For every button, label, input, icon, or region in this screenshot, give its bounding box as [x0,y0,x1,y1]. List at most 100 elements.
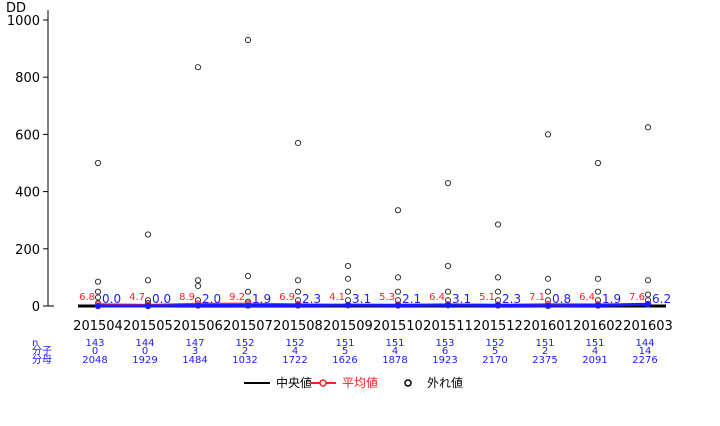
table-cell: 0 [142,346,148,357]
outlier-point [544,275,552,282]
table-cell: 2375 [532,355,557,366]
table-cell: 152 [235,338,254,349]
table-cell: 2276 [632,355,657,366]
outlier-point [394,207,402,214]
median-rate-point [544,302,552,309]
outlier-point [244,36,252,44]
median-data-label: 2.1 [402,292,421,306]
median-rate-point [294,302,302,309]
table-cell: 151 [335,338,354,349]
median-data-label: 3.1 [352,292,371,306]
mean-data-label: 7.6 [629,292,645,303]
outlier-point [544,131,552,138]
outlier-point [394,288,402,295]
outlier-point [444,179,452,187]
outlier-point [644,291,652,298]
median-data-label: 0.0 [102,292,121,306]
legend-label: 平均値 [342,375,378,390]
outlier-point [444,262,452,270]
table-cell: 1484 [182,355,207,366]
x-tick-label: 201507 [223,319,273,334]
median-rate-point [194,302,202,309]
mean-data-label: 6.4 [429,292,445,303]
x-tick-label: 201509 [323,319,373,334]
legend: 中央値 平均値 外れ値 [244,375,463,390]
table-cell: 5 [492,346,498,357]
median-data-label: 6.2 [652,292,671,306]
table-cell: 2 [242,346,248,357]
table-cell: 1722 [282,355,307,366]
table-cell: 5 [342,346,348,357]
mean-data-label: 4.1 [329,292,345,303]
y-tick-label: 600 [15,128,40,143]
table-row-label: 分母 [32,354,52,366]
outlier-point [444,288,452,295]
median-rate-point [444,301,452,309]
x-tick-label: 201602 [573,319,623,334]
outlier-point [294,139,302,147]
x-tick-label: 201603 [623,319,673,334]
plot-marks: 6.8 4.7 8.9 9.2 6.9 4.1 5.3 6.4 5.1 7.1 6.4 7.6 0.0 0… [78,36,671,310]
median-data-label: 2.3 [302,292,321,306]
x-tick-label: 201508 [273,319,323,334]
table-cell: 152 [485,338,504,349]
legend-label: 外れ値 [427,375,463,390]
mean-data-label: 5.3 [379,292,395,303]
legend-swatch-circle [404,379,412,387]
table-cell: 3 [192,346,198,357]
table-cell: 1929 [132,355,157,366]
outlier-point [194,277,202,284]
median-data-label: 2.3 [502,292,521,306]
x-tick-label: 201510 [373,319,423,334]
mean-data-label: 6.9 [279,292,295,303]
outlier-point [394,274,402,281]
x-tick-label: 201505 [123,319,173,334]
median-rate-point [394,302,402,309]
median-data-label: 1.9 [602,292,621,306]
table-cell: 4 [392,346,398,357]
median-rate-point [344,301,352,309]
table-cell: 144 [635,338,654,349]
table-cell: 2048 [82,355,107,366]
median-rate-point [494,302,502,309]
x-tick-label: 201511 [423,319,473,334]
table-cell: 4 [292,346,298,357]
outlier-point [94,294,102,301]
outlier-point [494,288,502,295]
outlier-point [494,221,502,228]
median-rate-point [644,301,652,308]
table-row-label: n [32,338,38,349]
outlier-point [194,282,202,290]
legend-swatch-circle [319,379,327,387]
y-tick-label: 0 [32,300,40,315]
outlier-point [294,288,302,295]
median-data-label: 1.9 [252,292,271,306]
outlier-point [294,277,302,284]
mean-data-label: 5.1 [479,292,495,303]
table-cell: 153 [435,338,454,349]
table-cell: 152 [285,338,304,349]
outlier-point [144,277,152,284]
table-cell: 1878 [382,355,407,366]
x-tick-label: 201504 [73,319,123,334]
y-tick-label: 1000 [7,14,40,29]
outlier-point [644,277,652,284]
median-data-label: 2.0 [202,292,221,306]
y-tick-label: 200 [15,243,40,258]
table-cell: 1032 [232,355,257,366]
table-cell: 151 [585,338,604,349]
table-cell: 2091 [582,355,607,366]
mean-data-label: 9.2 [229,292,245,303]
median-rate-point [244,302,252,309]
outlier-point [594,288,602,295]
x-tick-label: 201601 [523,319,573,334]
table-cell: 143 [85,338,104,349]
outlier-point [244,272,252,280]
table-cell: 1923 [432,355,457,366]
table-cell: 6 [442,346,448,357]
outlier-point [344,288,352,295]
y-tick-label: 400 [15,186,40,201]
